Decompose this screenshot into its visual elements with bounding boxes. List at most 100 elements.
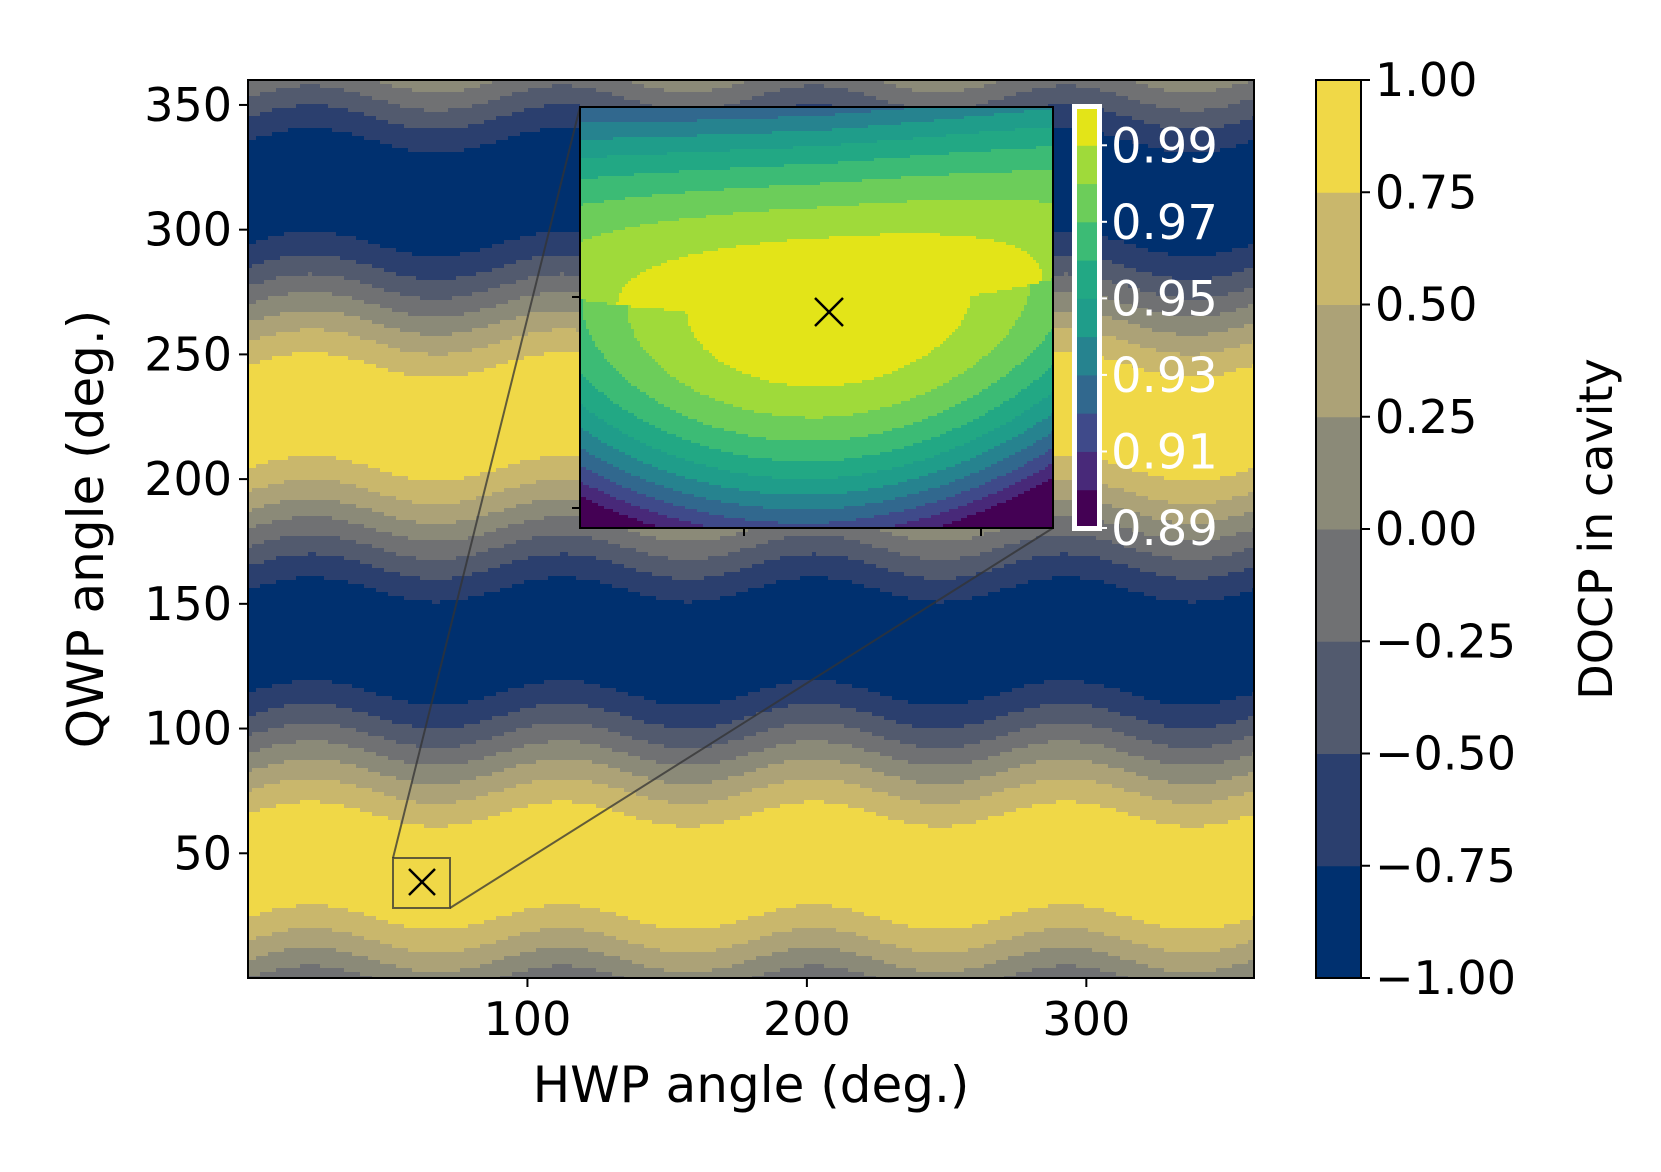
contour-cell [600,84,605,89]
contour-cell [1004,88,1009,93]
contour-cell [1076,88,1081,93]
contour-cell [1232,88,1237,93]
contour-cell [508,84,513,89]
contour-cell [416,88,421,93]
contour-cell [892,84,897,89]
contour-cell [708,84,713,89]
contour-cell [872,88,877,93]
contour-cell [424,88,429,93]
contour-cell [752,88,757,93]
contour-cell [608,88,613,93]
contour-cell [868,84,873,89]
contour-cell [1200,84,1205,89]
contour-cell [1096,84,1101,89]
contour-cell [1016,84,1021,89]
contour-cell [940,88,945,93]
contour-cell [1104,88,1109,93]
contour-cell [440,84,445,89]
contour-cell [396,88,401,93]
contour-cell [936,84,941,89]
contour-cell [1196,88,1201,93]
contour-cell [304,92,309,97]
contour-cell [360,84,365,89]
contour-cell [320,84,325,89]
contour-cell [292,88,297,93]
contour-cell [420,84,425,89]
contour-cell [460,88,465,93]
contour-cell [484,84,489,89]
contour-cell [448,84,453,89]
contour-cell [1160,88,1165,93]
contour-cell [744,88,749,93]
docp-contour-figure: 100 200 300 50100150200250300350 HWP angle… [0,0,1661,1172]
contour-cell [992,84,997,89]
contour-cell [320,92,325,97]
contour-cell [1060,88,1065,93]
contour-cell [524,84,529,89]
contour-cell [1088,88,1093,93]
contour-cell [412,84,417,89]
contour-cell [960,88,965,93]
contour-cell [1156,84,1161,89]
contour-cell [260,88,265,93]
contour-cell [908,88,913,93]
contour-cell [396,84,401,89]
contour-cell [536,88,541,93]
contour-cell [632,84,637,89]
contour-cell [336,92,341,97]
contour-cell [768,88,773,93]
contour-cell [924,84,929,89]
contour-cell [652,84,657,89]
contour-cell [436,84,441,89]
contour-cell [792,88,797,93]
contour-cell [540,88,545,93]
contour-cell [332,84,337,89]
contour-cell [1136,88,1141,93]
contour-cell [1020,88,1025,93]
contour-cell [348,84,353,89]
contour-cell [920,84,925,89]
contour-cell [884,88,889,93]
contour-cell [900,84,905,89]
contour-cell [312,88,317,93]
contour-cell [560,84,565,89]
contour-cell [1008,84,1013,89]
contour-cell [664,88,669,93]
contour-cell [1196,84,1201,89]
contour-cell [708,88,713,93]
contour-cell [320,88,325,93]
contour-cell [748,88,753,93]
contour-cell [312,84,317,89]
contour-cell [292,92,297,97]
contour-cell [404,88,409,93]
contour-cell [1060,84,1065,89]
contour-cell [464,84,469,89]
contour-cell [960,84,965,89]
contour-cell [736,84,741,89]
contour-cell [1236,84,1241,89]
contour-cell [1224,88,1229,93]
contour-cell [528,88,533,93]
contour-cell [752,84,757,89]
contour-cell [1084,88,1089,93]
contour-cell [1180,88,1185,93]
contour-cell [1036,88,1041,93]
contour-cell [1084,84,1089,89]
contour-cell [940,84,945,89]
contour-cell [492,88,497,93]
contour-cell [1144,84,1149,89]
contour-cell [852,88,857,93]
contour-cell [1160,84,1165,89]
contour-cell [252,92,257,97]
contour-cell [268,88,273,93]
contour-cell [956,84,961,89]
contour-cell [576,84,581,89]
contour-cell [500,88,505,93]
contour-cell [692,84,697,89]
contour-cell [1184,88,1189,93]
contour-cell [512,88,517,93]
contour-cell [276,88,281,93]
contour-cell [1204,84,1209,89]
contour-cell [832,88,837,93]
contour-cell [416,84,421,89]
